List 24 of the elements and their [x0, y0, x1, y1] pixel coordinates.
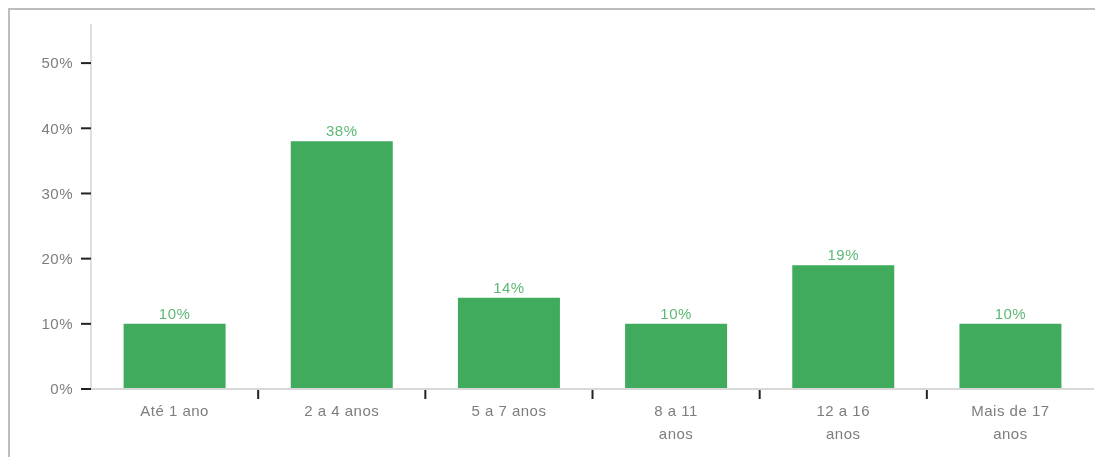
data-label: 10% [994, 304, 1027, 322]
bar [457, 297, 560, 389]
data-label: 19% [827, 246, 860, 264]
bar [959, 323, 1062, 389]
bar [792, 265, 895, 389]
bar [290, 141, 393, 389]
data-label: 14% [493, 278, 525, 296]
x-tick-label: 2 a 4 anos [304, 401, 380, 419]
data-label: 10% [158, 304, 191, 322]
data-label: 38% [326, 122, 358, 140]
data-label: 10% [660, 304, 692, 322]
x-tick-label: Mais de 17 anos [971, 401, 1050, 442]
y-tick-label: 0% [50, 380, 73, 398]
x-tick-label: 8 a 11 anos [654, 401, 698, 442]
y-tick-label: 40% [41, 119, 73, 137]
bar [625, 323, 728, 389]
x-tick-label: 12 a 16 anos [816, 401, 871, 442]
bar [123, 323, 226, 389]
x-tick-label: 5 a 7 anos [471, 401, 547, 419]
x-tick-label: Até 1 ano [140, 401, 209, 419]
y-tick-label: 50% [41, 54, 73, 72]
y-tick-label: 20% [41, 249, 73, 267]
y-tick-label: 30% [41, 184, 73, 202]
y-tick-label: 10% [41, 315, 73, 333]
